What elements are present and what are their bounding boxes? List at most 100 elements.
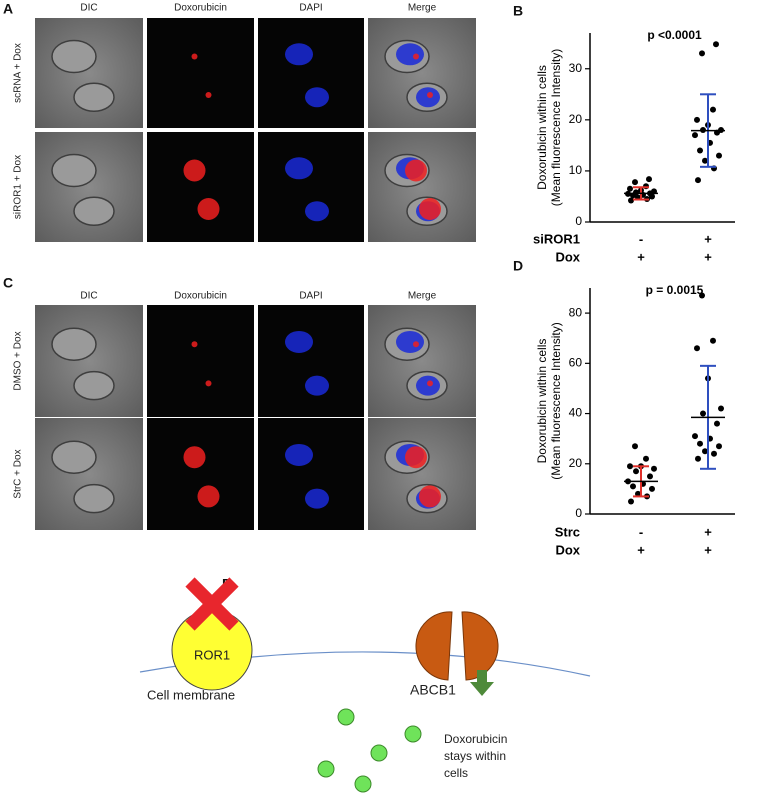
annotation: p = 0.0015 xyxy=(646,283,704,297)
condition-label: + xyxy=(704,542,712,557)
micrograph xyxy=(368,418,476,530)
panel-a: A DIC Doxorubicin DAPI Merge scRNA + Dox siRO… xyxy=(3,1,476,242)
drug-signal xyxy=(191,341,198,348)
drug-signal xyxy=(405,446,427,469)
nucleus xyxy=(396,330,424,353)
data-point xyxy=(702,157,708,164)
nucleus xyxy=(305,488,329,509)
condition-label: + xyxy=(637,249,645,264)
data-point xyxy=(651,465,657,472)
row-label: DMSO + Dox xyxy=(13,331,24,390)
column-header: DIC xyxy=(80,291,97,302)
data-point xyxy=(643,455,649,462)
y-tick-label: 0 xyxy=(575,506,582,520)
drug-signal xyxy=(191,53,198,60)
drug-signal xyxy=(205,380,212,387)
micrograph xyxy=(35,418,143,530)
data-point xyxy=(647,473,653,480)
receptor-label: ROR1 xyxy=(194,647,230,662)
data-point xyxy=(649,485,655,492)
micrograph xyxy=(147,418,254,530)
drug-text: stays within xyxy=(444,749,506,763)
micrograph xyxy=(258,132,364,242)
nucleus xyxy=(416,375,440,396)
data-point xyxy=(716,152,722,159)
column-header: Doxorubicin xyxy=(174,3,227,14)
data-point xyxy=(697,440,703,447)
data-point xyxy=(695,455,701,462)
cell-outline xyxy=(51,39,97,74)
data-point xyxy=(699,50,705,57)
panel-label: B xyxy=(513,3,523,19)
drug-signal xyxy=(183,446,206,469)
y-axis-label: (Mean fluorescence Intensity) xyxy=(549,49,563,206)
drug-signal xyxy=(419,198,441,220)
condition-label: + xyxy=(704,524,712,539)
condition-name: Strc xyxy=(555,524,580,539)
data-point xyxy=(630,483,636,490)
cell-outline xyxy=(73,483,115,514)
column-header: DIC xyxy=(80,3,97,14)
condition-label: - xyxy=(639,231,643,246)
data-point xyxy=(646,176,652,183)
drug-text: Doxorubicin xyxy=(444,732,507,746)
data-point xyxy=(692,132,698,139)
data-point xyxy=(632,179,638,186)
cell-outline xyxy=(51,327,97,361)
abcb1-left xyxy=(415,611,453,681)
cell-outline xyxy=(73,370,115,401)
data-point xyxy=(711,450,717,457)
data-point xyxy=(694,345,700,352)
y-tick-label: 10 xyxy=(569,163,583,177)
nucleus xyxy=(305,87,329,108)
column-header: Merge xyxy=(408,291,437,302)
column-header: Merge xyxy=(408,3,437,14)
condition-name: siROR1 xyxy=(533,231,580,246)
row-label: StrC + Dox xyxy=(13,449,24,498)
cell-outline xyxy=(73,82,115,112)
data-point xyxy=(700,410,706,417)
data-point xyxy=(628,197,634,204)
data-point xyxy=(628,498,634,505)
drug-signal xyxy=(427,380,433,387)
panel-c: C DIC Doxorubicin DAPI Merge DMSO + Dox StrC … xyxy=(3,275,476,530)
cell-outline xyxy=(51,153,97,188)
data-point xyxy=(713,41,719,48)
y-tick-label: 30 xyxy=(569,61,583,75)
condition-name: Dox xyxy=(555,542,580,557)
column-header: DAPI xyxy=(299,3,322,14)
panel-e: E ROR1 Cell membrane ABCB1 Doxorubicin s… xyxy=(139,576,591,793)
micrograph xyxy=(35,305,143,417)
data-point xyxy=(692,433,698,440)
annotation: p <0.0001 xyxy=(647,28,702,42)
inhibition-cross xyxy=(185,577,239,631)
transporter-label: ABCB1 xyxy=(410,682,456,698)
column-header: DAPI xyxy=(299,291,322,302)
y-tick-label: 80 xyxy=(569,305,583,319)
condition-label: + xyxy=(704,231,712,246)
drug-signal xyxy=(183,159,206,182)
drug-text: cells xyxy=(444,766,468,780)
micrograph xyxy=(147,18,254,128)
y-axis-label: (Mean fluorescence Intensity) xyxy=(549,322,563,479)
micrograph xyxy=(258,18,364,128)
row-label: siROR1 + Dox xyxy=(13,155,24,219)
y-axis-label: Doxorubicin within cells xyxy=(535,339,549,464)
data-point xyxy=(710,106,716,113)
nucleus xyxy=(285,157,313,180)
abcb1-right xyxy=(461,611,499,681)
data-point xyxy=(718,405,724,412)
drug-molecules xyxy=(317,708,422,793)
panel-label: D xyxy=(513,258,523,274)
membrane-label: Cell membrane xyxy=(147,687,235,702)
micrograph xyxy=(147,305,254,417)
data-point xyxy=(714,420,720,427)
micrograph xyxy=(147,132,254,242)
down-arrow xyxy=(470,670,494,696)
nucleus xyxy=(285,330,313,353)
cell-outline xyxy=(51,440,97,474)
condition-label: + xyxy=(704,249,712,264)
nucleus xyxy=(396,43,424,66)
micrograph xyxy=(258,305,364,417)
